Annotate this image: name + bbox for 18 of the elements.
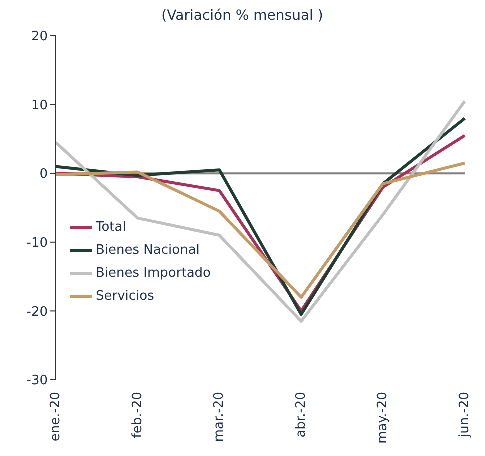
legend-label: Bienes Nacional	[96, 242, 200, 260]
legend-label: Bienes Importado	[96, 265, 211, 283]
legend-label: Total	[96, 219, 126, 237]
legend-label: Servicios	[96, 288, 154, 306]
x-tick-label: feb.-20	[130, 392, 146, 438]
y-tick-label: 10	[31, 98, 48, 114]
y-tick-label: 0	[40, 167, 48, 182]
x-tick-label: mar.-20	[212, 392, 228, 442]
x-tick-label: jun.-20	[458, 392, 472, 438]
x-tick-label: ene.-20	[48, 392, 64, 442]
chart-title: (Variación % mensual )	[160, 8, 324, 26]
y-tick-label: -30	[26, 374, 48, 389]
x-tick-label: may.-20	[376, 392, 391, 444]
line-series	[54, 162, 466, 299]
y-tick-label: -10	[26, 236, 48, 252]
x-tick-label: abr.-20	[294, 392, 309, 438]
y-tick-label: -20	[26, 304, 48, 320]
y-tick-label: 20	[31, 30, 48, 45]
